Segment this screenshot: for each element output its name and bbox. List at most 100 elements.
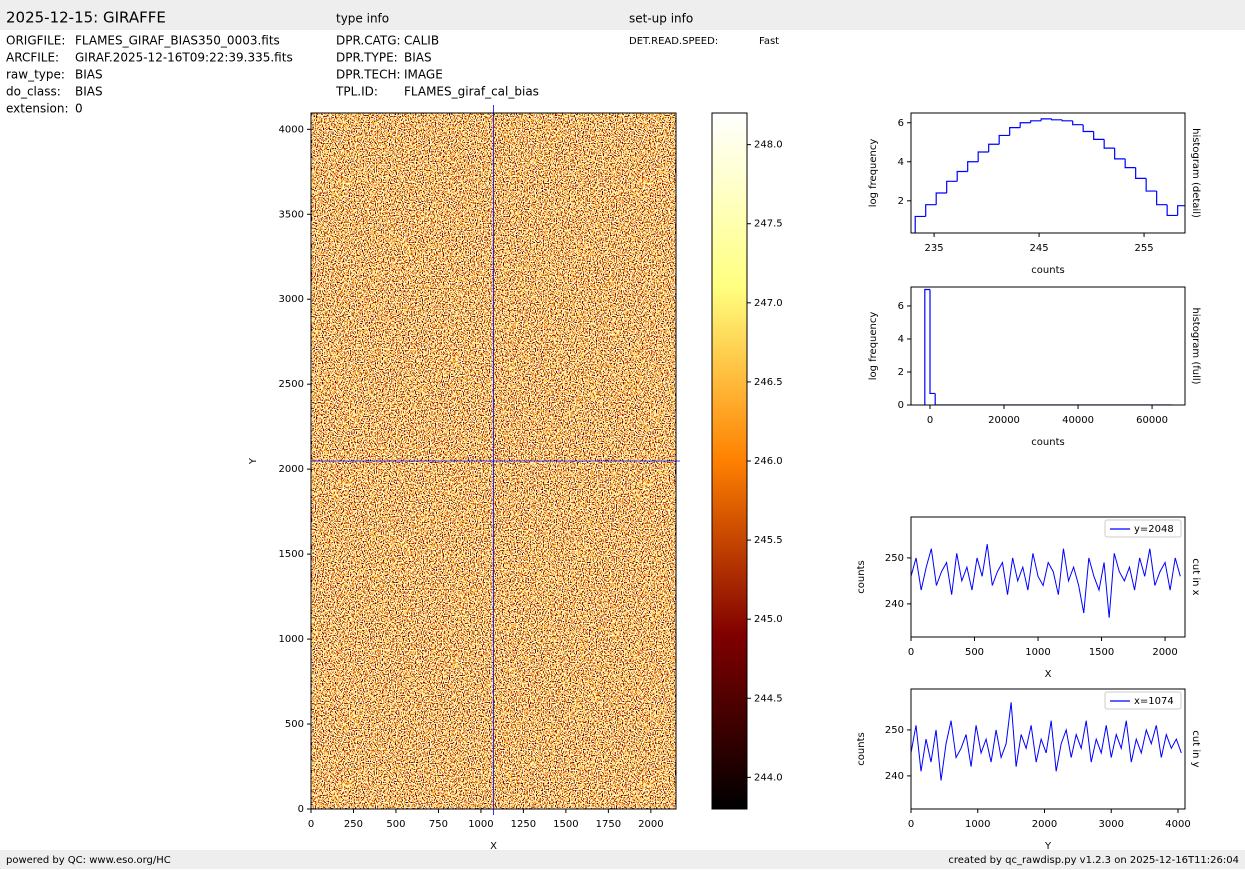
histogram-step [1051, 118, 1063, 121]
info-key: ARCFILE: [6, 51, 59, 65]
colorbar-tick-label: 246.5 [754, 377, 783, 388]
section-title: type info [336, 12, 389, 26]
y-tick-label: 0 [898, 400, 904, 411]
colorbar-tick-label: 247.0 [754, 298, 783, 309]
info-value: BIAS [75, 68, 103, 82]
y-tick-label: 240 [885, 771, 904, 782]
histogram-step [1040, 118, 1052, 121]
info-key: TPL.ID: [335, 85, 378, 99]
right-label: cut in y [1190, 730, 1201, 767]
histogram-step [977, 151, 989, 162]
x-tick-label: 245 [1030, 243, 1049, 254]
colorbar-tick-label: 245.0 [754, 614, 783, 625]
x-tick-label: 235 [925, 243, 944, 254]
x-tick-label: 1000 [1025, 647, 1050, 658]
x-tick-label: 255 [1135, 243, 1154, 254]
x-tick-label: 20000 [988, 415, 1020, 426]
y-tick-label: 500 [285, 719, 304, 730]
histogram-step [998, 134, 1010, 145]
legend-box [1104, 519, 1182, 538]
x-tick-label: 250 [344, 819, 363, 830]
histogram-step [1019, 122, 1031, 128]
histogram-step [956, 170, 968, 182]
histogram-step [1124, 158, 1136, 169]
histogram-step [1103, 139, 1115, 149]
y-tick-label: 1000 [279, 634, 304, 645]
series-line [911, 702, 1182, 781]
header-bar [0, 0, 1245, 30]
info-key: raw_type: [6, 68, 65, 82]
legend-label: x=1074 [1134, 696, 1174, 707]
right-label: histogram (detail) [1190, 128, 1201, 218]
x-axis-label: Y [1044, 841, 1052, 852]
histogram-step [967, 161, 979, 172]
histogram-step [1145, 178, 1157, 192]
colorbar-tick-label: 244.0 [754, 772, 783, 783]
y-tick-label: 3500 [279, 209, 304, 220]
x-tick-label: 60000 [1136, 415, 1168, 426]
y-tick-label: 6 [898, 301, 904, 312]
x-tick-label: 500 [965, 647, 984, 658]
plot-area [924, 288, 1173, 405]
info-value: FLAMES_giraf_cal_bias [404, 85, 539, 99]
y-tick-label: 6 [898, 118, 904, 129]
histogram-step [1061, 119, 1073, 122]
x-tick-label: 3000 [1099, 819, 1124, 830]
info-value: BIAS [75, 85, 103, 99]
x-tick-label: 1500 [553, 819, 578, 830]
y-tick-label: 0 [298, 804, 304, 815]
info-key: DPR.TECH: [336, 68, 401, 82]
colorbar-tick-label: 244.5 [754, 693, 783, 704]
axes-frame [910, 688, 1186, 810]
colorbar [711, 112, 748, 810]
axes-frame [910, 286, 1186, 406]
legend-label: y=2048 [1134, 524, 1174, 535]
y-tick-label: 1500 [279, 549, 304, 560]
histogram-step [1177, 205, 1185, 216]
footer-bar [0, 850, 1245, 869]
x-tick-label: 1750 [596, 819, 621, 830]
footer-left: powered by QC: www.eso.org/HC [6, 855, 171, 866]
x-axis-label: counts [1031, 265, 1064, 276]
histogram-step [1009, 127, 1021, 136]
footer-right: created by qc_rawdisp.py v1.2.3 on 2025-… [948, 855, 1239, 866]
histogram-step [946, 180, 958, 193]
y-tick-label: 250 [885, 725, 904, 736]
x-tick-label: 0 [908, 819, 914, 830]
y-tick-label: 4 [898, 157, 904, 168]
colorbar-tick-label: 245.5 [754, 535, 783, 546]
x-axis-label: counts [1031, 437, 1064, 448]
histogram-step [1030, 120, 1042, 123]
y-tick-label: 3000 [279, 294, 304, 305]
x-tick-label: 500 [386, 819, 405, 830]
right-label: histogram (full) [1190, 307, 1201, 384]
histogram-step [1082, 124, 1094, 133]
histogram-step [1135, 167, 1147, 179]
y-tick-label: 240 [885, 599, 904, 610]
info-value: FLAMES_GIRAF_BIAS350_0003.fits [75, 34, 280, 48]
right-label: cut in x [1190, 558, 1201, 595]
plot-area [911, 702, 1182, 781]
info-value: GIRAF.2025-12-16T09:22:39.335.fits [75, 51, 293, 65]
info-key: extension: [6, 102, 69, 116]
info-key: DET.READ.SPEED: [629, 36, 718, 47]
histogram-step [1114, 148, 1126, 160]
x-tick-label: 1250 [511, 819, 536, 830]
y-tick-label: 4000 [279, 124, 304, 135]
info-key: ORIGFILE: [6, 34, 65, 48]
x-tick-label: 4000 [1165, 819, 1190, 830]
axes-frame [910, 516, 1186, 638]
histogram-step [925, 204, 937, 217]
x-tick-label: 2000 [638, 819, 663, 830]
axes-frame [910, 112, 1186, 234]
histogram-step [935, 192, 947, 205]
info-key: do_class: [6, 85, 61, 99]
x-tick-label: 750 [429, 819, 448, 830]
y-axis-label: log frequency [868, 312, 879, 381]
y-tick-label: 250 [885, 553, 904, 564]
histogram-step [1072, 120, 1084, 126]
x-axis-label: X [490, 841, 497, 852]
y-axis-label: log frequency [868, 139, 879, 208]
x-tick-label: 0 [927, 415, 933, 426]
